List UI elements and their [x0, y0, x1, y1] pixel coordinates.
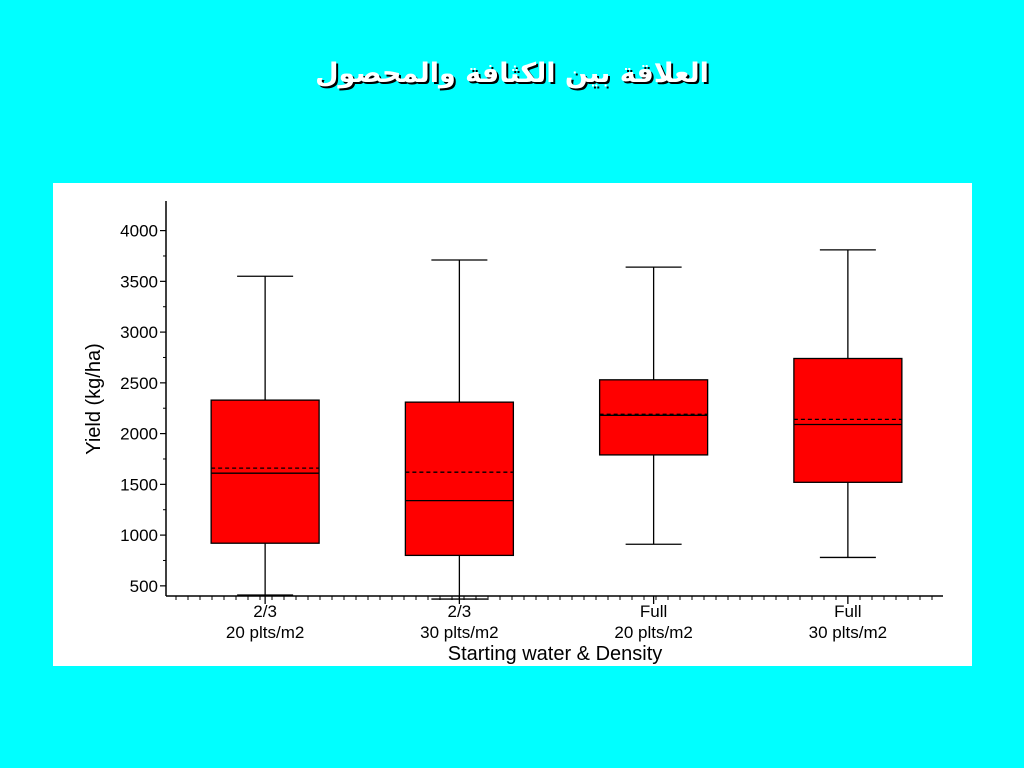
y-axis-title: Yield (kg/ha): [83, 343, 105, 455]
x-tick-label-line1: Full: [640, 602, 667, 621]
y-tick-label: 4000: [120, 222, 158, 241]
box-group: [404, 259, 515, 600]
iqr-box: [210, 399, 320, 544]
iqr-box: [598, 379, 709, 456]
x-tick-label-line2: 20 plts/m2: [226, 623, 304, 642]
y-tick-label: 500: [130, 577, 158, 596]
y-axis: 500 1000 1500 2000 2500 3000 3500 4000: [120, 201, 167, 596]
y-tick-label: 1000: [120, 526, 158, 545]
slide-title: العلاقة بين الكثافة والمحصول: [315, 58, 709, 89]
x-tick-label-line2: 30 plts/m2: [420, 623, 498, 642]
y-tick-label: 3500: [120, 272, 158, 291]
x-tick-label-line2: 30 plts/m2: [809, 623, 887, 642]
y-tick-label: 2500: [120, 374, 158, 393]
box-plot-chart: 500 1000 1500 2000 2500 3000 3500 4000 2/3 20 pl…: [83, 201, 943, 665]
iqr-box: [404, 401, 515, 557]
y-tick-label: 3000: [120, 323, 158, 342]
x-tick-label-line1: 2/3: [253, 602, 277, 621]
iqr-box: [793, 357, 903, 483]
y-tick-label: 1500: [120, 475, 158, 494]
x-axis-title: Starting water & Density: [448, 643, 663, 665]
x-tick-label-line1: Full: [834, 602, 861, 621]
x-tick-label-line1: 2/3: [448, 602, 472, 621]
box-group: [210, 275, 320, 596]
box-group: [598, 266, 709, 545]
boxes: [210, 249, 903, 600]
box-group: [793, 249, 903, 559]
y-tick-label: 2000: [120, 425, 158, 444]
chart-panel: 500 1000 1500 2000 2500 3000 3500 4000 2/3 20 pl…: [53, 183, 972, 666]
x-axis: 2/3 20 plts/m2 2/3 30 plts/m2 Full 20 plts/m2…: [166, 595, 943, 642]
x-tick-label-line2: 20 plts/m2: [614, 623, 692, 642]
